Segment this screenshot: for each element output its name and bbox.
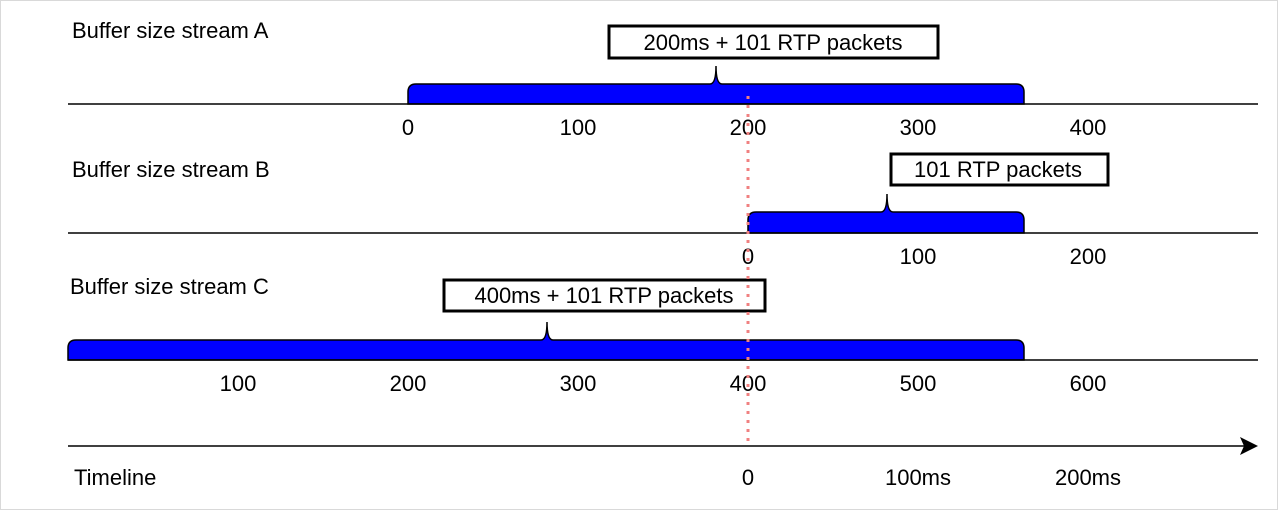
stream-b-buffer-brace [747, 193, 1025, 234]
stream-a-label: Buffer size stream A [72, 18, 269, 43]
stream-b-callout-box [889, 152, 1110, 187]
stream-b-callout-text: 101 RTP packets [914, 157, 1082, 182]
stream-a-tick-label: 400 [1070, 115, 1107, 140]
stream-c-tick-label: 500 [900, 371, 937, 396]
stream-c-tick-label: 200 [390, 371, 427, 396]
stream-a: Buffer size stream A 200ms + 101 RTP pac… [68, 18, 1258, 140]
timeline-tick-label: 0 [742, 465, 754, 490]
stream-a-tick-label: 0 [402, 115, 414, 140]
stream-c-tick-label: 600 [1070, 371, 1107, 396]
stream-b-tick-label: 0 [742, 244, 754, 269]
stream-c: Buffer size stream C 400ms + 101 RTP pac… [67, 274, 1258, 396]
stream-a-tick-label: 300 [900, 115, 937, 140]
stream-b: Buffer size stream B 101 RTP packets 0 1… [68, 152, 1258, 269]
stream-c-label: Buffer size stream C [70, 274, 269, 299]
stream-c-callout-text: 400ms + 101 RTP packets [474, 283, 733, 308]
timeline: Timeline 0 100ms 200ms [68, 437, 1258, 490]
timeline-label: Timeline [74, 465, 156, 490]
stream-b-tick-label: 200 [1070, 244, 1107, 269]
timeline-tick-label: 200ms [1055, 465, 1121, 490]
timeline-arrowhead-icon [1240, 437, 1258, 455]
stream-c-tick-label: 100 [220, 371, 257, 396]
stream-b-tick-label: 100 [900, 244, 937, 269]
stream-a-buffer-brace [407, 65, 1025, 105]
stream-c-tick-label: 300 [560, 371, 597, 396]
stream-c-buffer-brace [67, 321, 1025, 361]
stream-c-callout-box [442, 278, 767, 313]
stream-c-tick-label: 400 [730, 371, 767, 396]
stream-b-label: Buffer size stream B [72, 157, 270, 182]
stream-a-callout-box [607, 24, 940, 60]
stream-a-tick-label: 200 [730, 115, 767, 140]
timeline-tick-label: 100ms [885, 465, 951, 490]
stream-a-tick-label: 100 [560, 115, 597, 140]
stream-a-callout-text: 200ms + 101 RTP packets [643, 30, 902, 55]
